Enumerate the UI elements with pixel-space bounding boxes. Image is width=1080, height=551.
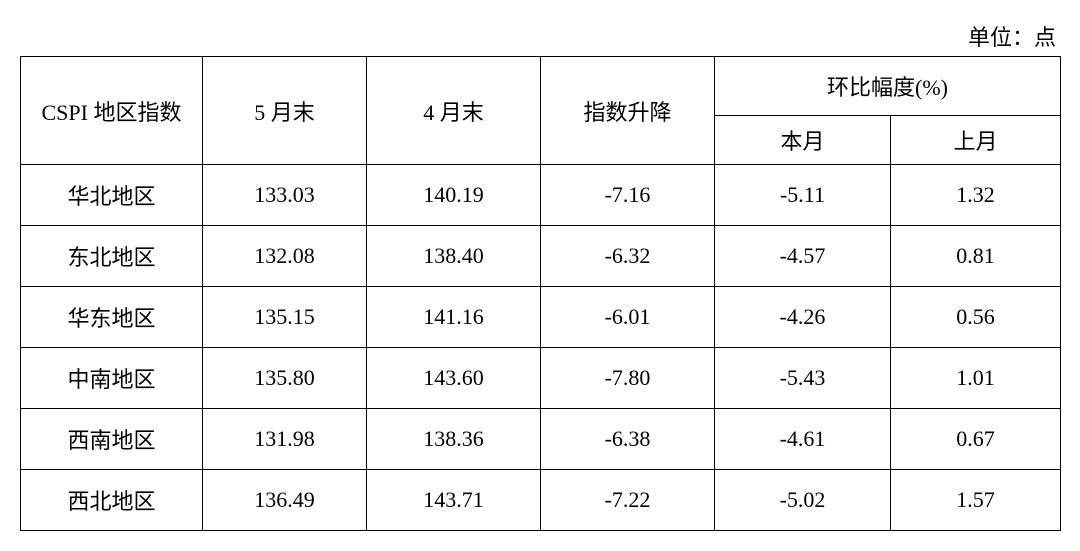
table-row: 东北地区 132.08 138.40 -6.32 -4.57 0.81 bbox=[21, 226, 1061, 287]
cell-mom-last: 1.32 bbox=[891, 165, 1061, 226]
cell-may: 136.49 bbox=[203, 470, 367, 531]
cell-region: 西南地区 bbox=[21, 409, 203, 470]
cell-region: 西北地区 bbox=[21, 470, 203, 531]
col-header-region: CSPI 地区指数 bbox=[21, 57, 203, 165]
table-row: 华东地区 135.15 141.16 -6.01 -4.26 0.56 bbox=[21, 287, 1061, 348]
cell-region: 华北地区 bbox=[21, 165, 203, 226]
cell-may: 131.98 bbox=[203, 409, 367, 470]
cell-apr: 140.19 bbox=[367, 165, 541, 226]
cell-delta: -7.80 bbox=[541, 348, 715, 409]
cell-delta: -7.22 bbox=[541, 470, 715, 531]
cell-mom-last: 0.56 bbox=[891, 287, 1061, 348]
col-header-apr: 4 月末 bbox=[367, 57, 541, 165]
col-header-mom-this: 本月 bbox=[715, 116, 891, 165]
cell-mom-this: -5.11 bbox=[715, 165, 891, 226]
cell-region: 东北地区 bbox=[21, 226, 203, 287]
col-header-mom-group: 环比幅度(%) bbox=[715, 57, 1061, 116]
cell-mom-last: 1.57 bbox=[891, 470, 1061, 531]
col-header-may: 5 月末 bbox=[203, 57, 367, 165]
cell-apr: 143.71 bbox=[367, 470, 541, 531]
cell-mom-last: 1.01 bbox=[891, 348, 1061, 409]
table-row: 西北地区 136.49 143.71 -7.22 -5.02 1.57 bbox=[21, 470, 1061, 531]
cell-apr: 143.60 bbox=[367, 348, 541, 409]
cell-mom-this: -4.57 bbox=[715, 226, 891, 287]
col-header-delta: 指数升降 bbox=[541, 57, 715, 165]
cell-delta: -6.38 bbox=[541, 409, 715, 470]
cell-mom-this: -4.26 bbox=[715, 287, 891, 348]
cell-may: 135.80 bbox=[203, 348, 367, 409]
table-row: 华北地区 133.03 140.19 -7.16 -5.11 1.32 bbox=[21, 165, 1061, 226]
cell-mom-last: 0.81 bbox=[891, 226, 1061, 287]
col-header-mom-last: 上月 bbox=[891, 116, 1061, 165]
table-row: 西南地区 131.98 138.36 -6.38 -4.61 0.67 bbox=[21, 409, 1061, 470]
cell-mom-this: -5.43 bbox=[715, 348, 891, 409]
cell-apr: 141.16 bbox=[367, 287, 541, 348]
cell-delta: -6.32 bbox=[541, 226, 715, 287]
cell-may: 135.15 bbox=[203, 287, 367, 348]
cell-mom-last: 0.67 bbox=[891, 409, 1061, 470]
cell-apr: 138.36 bbox=[367, 409, 541, 470]
cell-delta: -7.16 bbox=[541, 165, 715, 226]
cell-mom-this: -5.02 bbox=[715, 470, 891, 531]
cell-mom-this: -4.61 bbox=[715, 409, 891, 470]
cell-delta: -6.01 bbox=[541, 287, 715, 348]
cell-may: 132.08 bbox=[203, 226, 367, 287]
unit-label: 单位：点 bbox=[20, 20, 1060, 52]
cell-region: 华东地区 bbox=[21, 287, 203, 348]
cell-may: 133.03 bbox=[203, 165, 367, 226]
cell-region: 中南地区 bbox=[21, 348, 203, 409]
cell-apr: 138.40 bbox=[367, 226, 541, 287]
table-row: 中南地区 135.80 143.60 -7.80 -5.43 1.01 bbox=[21, 348, 1061, 409]
cspi-region-table: CSPI 地区指数 5 月末 4 月末 指数升降 环比幅度(%) 本月 上月 华… bbox=[20, 56, 1061, 531]
